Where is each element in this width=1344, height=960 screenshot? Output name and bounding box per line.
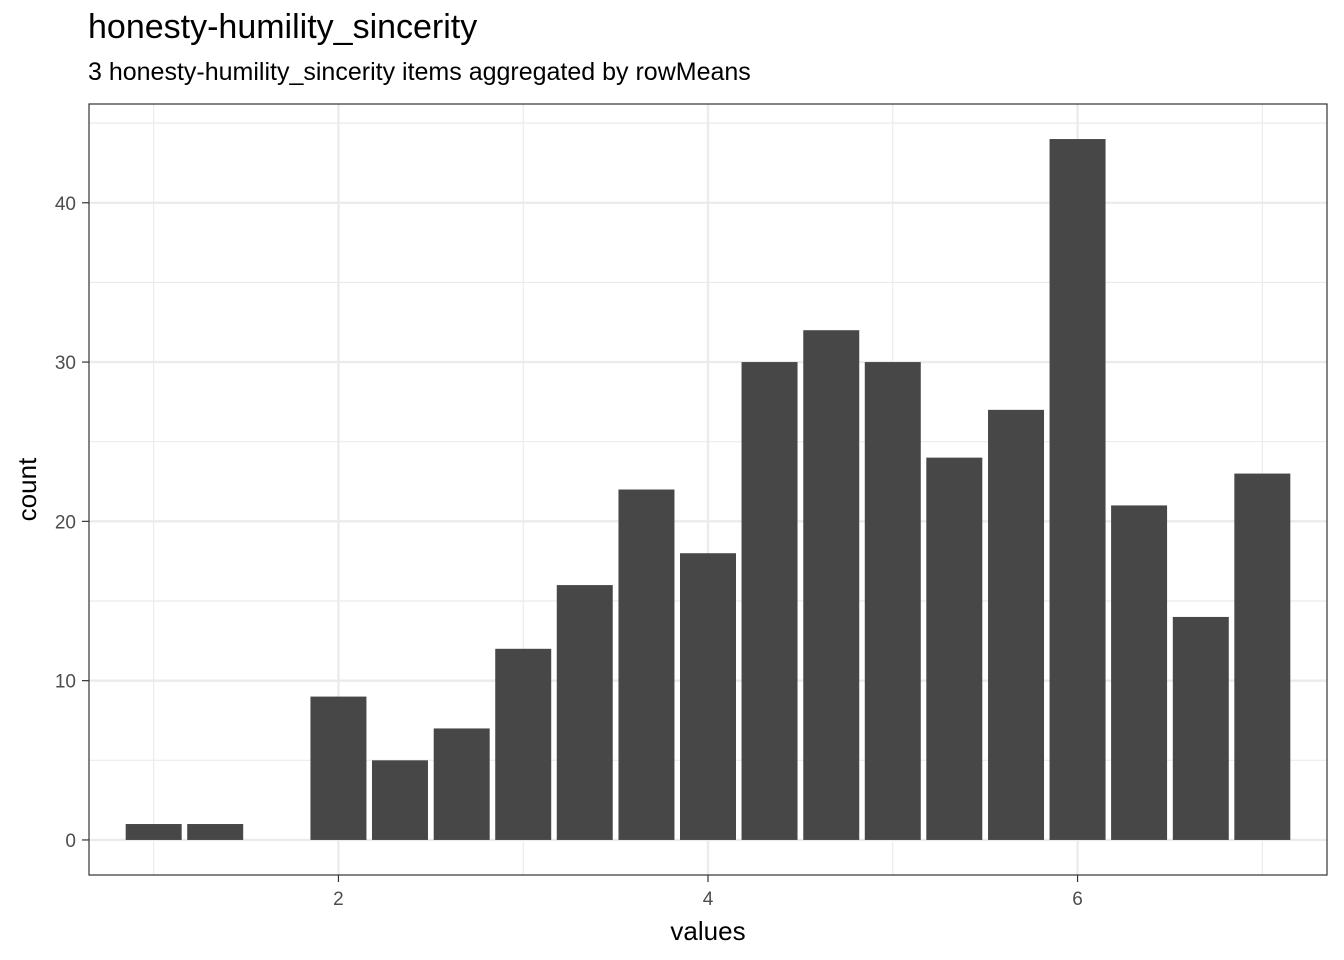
y-axis: 0 10 20 30 40 [55, 194, 89, 852]
histogram-bar [864, 362, 921, 840]
histogram-bar [1049, 139, 1106, 840]
chart-title: honesty-humility_sincerity [88, 8, 478, 46]
y-axis-label: count [12, 457, 42, 521]
histogram-bar [741, 362, 798, 840]
histogram-bar [495, 648, 552, 840]
x-axis-label: values [670, 916, 745, 946]
bars [125, 139, 1291, 840]
histogram-bar [371, 760, 428, 840]
histogram-bar [1172, 616, 1229, 840]
histogram-bar [556, 585, 613, 840]
histogram-bar [926, 457, 983, 840]
y-tick-label: 30 [55, 353, 76, 374]
histogram-bar [433, 728, 490, 840]
y-tick-label: 40 [55, 194, 76, 215]
histogram-bar [125, 824, 182, 840]
x-axis: 2 4 6 [333, 875, 1083, 910]
histogram-bar [187, 824, 244, 840]
x-tick-label: 2 [333, 889, 344, 910]
y-tick-label: 20 [55, 512, 76, 533]
x-tick-label: 4 [703, 889, 714, 910]
histogram-bar [618, 489, 675, 840]
histogram-bar [310, 696, 367, 840]
histogram-bar [803, 330, 860, 840]
histogram-bar [1111, 505, 1168, 840]
chart-subtitle: 3 honesty-humility_sincerity items aggre… [88, 58, 751, 86]
histogram-bar [680, 553, 736, 840]
histogram-bar [988, 409, 1045, 840]
y-tick-label: 0 [65, 831, 76, 852]
x-tick-label: 6 [1072, 889, 1083, 910]
histogram-bar [1234, 473, 1291, 840]
y-tick-label: 10 [55, 672, 76, 693]
